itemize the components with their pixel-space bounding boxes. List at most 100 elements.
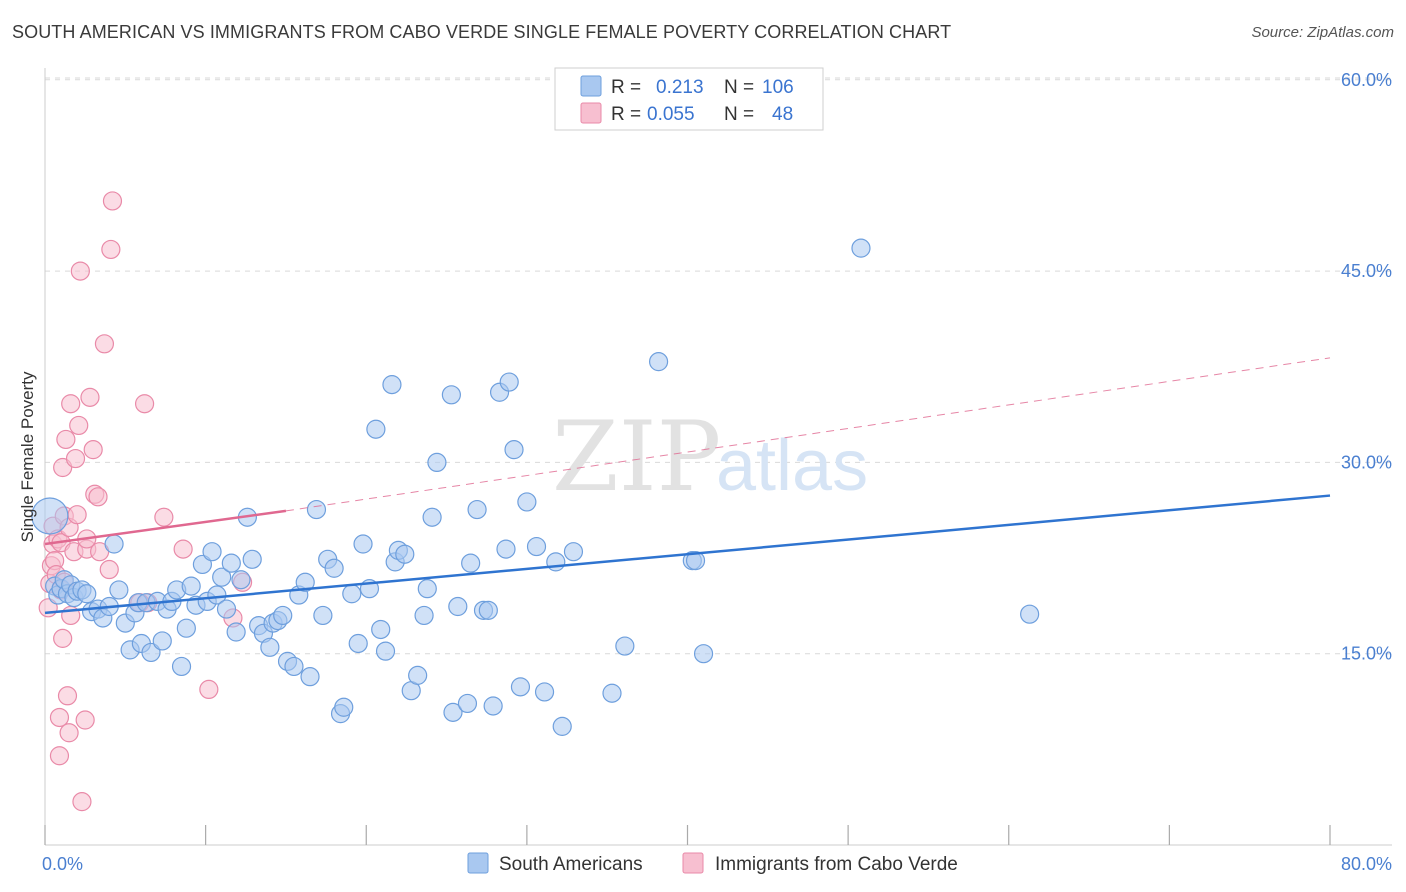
point-cabo-verde-15 xyxy=(56,429,76,450)
point-cabo-verde-23 xyxy=(67,505,87,525)
legend-r-value-1: 0.213 xyxy=(656,77,704,98)
y-tick-label-3: 60.0% xyxy=(1341,70,1392,90)
point-south-americans-55 xyxy=(306,499,327,520)
point-south-americans-10 xyxy=(77,584,97,604)
point-cabo-verde-39 xyxy=(134,394,155,414)
point-south-americans-94 xyxy=(534,682,555,702)
x-tick-label-max: 80.0% xyxy=(1341,854,1392,874)
point-south-americans-97 xyxy=(563,542,584,562)
point-south-americans-86 xyxy=(483,696,503,716)
legend-n-label-2: N = xyxy=(724,104,754,125)
watermark-atlas: atlas xyxy=(716,426,868,506)
point-south-americans-43 xyxy=(242,549,262,569)
trend-line-south-americans xyxy=(44,494,1331,615)
point-south-americans-0 xyxy=(31,497,69,535)
chart-title: SOUTH AMERICAN VS IMMIGRANTS FROM CABO V… xyxy=(12,22,952,42)
point-south-americans-60 xyxy=(334,697,354,717)
point-south-americans-100 xyxy=(648,352,669,372)
point-south-americans-46 xyxy=(260,637,280,657)
point-south-americans-36 xyxy=(207,585,227,605)
point-south-americans-88 xyxy=(496,539,516,559)
source-credit: Source: ZipAtlas.com xyxy=(1251,24,1394,41)
point-south-americans-81 xyxy=(457,693,478,714)
point-south-americans-16 xyxy=(109,580,129,600)
point-south-americans-93 xyxy=(526,536,547,557)
point-south-americans-103 xyxy=(693,644,714,664)
bottom-legend: South Americans Immigrants from Cabo Ver… xyxy=(467,852,958,875)
point-south-americans-89 xyxy=(499,372,519,392)
bottom-legend-label-south-americans: South Americans xyxy=(499,854,643,875)
point-south-americans-37 xyxy=(212,567,232,587)
point-cabo-verde-33 xyxy=(88,487,108,507)
point-south-americans-73 xyxy=(408,665,428,685)
point-south-americans-71 xyxy=(395,544,415,564)
trend-lines xyxy=(44,357,1331,615)
point-south-americans-67 xyxy=(375,641,396,661)
watermark: ZIP atlas xyxy=(552,401,868,513)
y-tick-label-2: 45.0% xyxy=(1341,261,1392,281)
legend-swatch-south-americans xyxy=(580,75,602,97)
point-south-americans-58 xyxy=(324,558,344,578)
legend-r-value-2: 0.055 xyxy=(647,104,695,125)
point-south-americans-96 xyxy=(552,716,572,736)
legend-swatch-cabo-verde xyxy=(580,102,602,124)
point-south-americans-74 xyxy=(414,605,434,626)
point-south-americans-65 xyxy=(366,419,386,439)
point-cabo-verde-26 xyxy=(72,792,92,812)
point-south-americans-38 xyxy=(216,599,237,619)
point-cabo-verde-17 xyxy=(59,723,79,743)
point-south-americans-39 xyxy=(221,553,241,573)
point-south-americans-104 xyxy=(851,238,871,258)
legend-n-value-2: 48 xyxy=(772,104,793,125)
point-cabo-verde-19 xyxy=(61,394,81,414)
point-south-americans-99 xyxy=(615,636,635,656)
point-south-americans-80 xyxy=(448,596,468,617)
point-cabo-verde-9 xyxy=(49,746,70,766)
point-south-americans-61 xyxy=(342,584,362,604)
y-tick-label-0: 15.0% xyxy=(1341,644,1392,664)
point-south-americans-53 xyxy=(295,572,315,592)
point-cabo-verde-43 xyxy=(199,679,219,700)
point-south-americans-95 xyxy=(546,552,566,572)
axes xyxy=(44,68,1392,846)
point-south-americans-68 xyxy=(382,375,402,395)
point-south-americans-83 xyxy=(467,499,487,520)
point-south-americans-49 xyxy=(273,605,293,626)
point-south-americans-40 xyxy=(226,622,246,642)
point-south-americans-54 xyxy=(300,667,320,687)
legend-n-value-1: 106 xyxy=(762,77,794,98)
point-south-americans-15 xyxy=(104,534,124,554)
legend-r-label-1: R = xyxy=(611,77,641,98)
point-cabo-verde-36 xyxy=(99,559,119,580)
point-south-americans-23 xyxy=(141,642,161,663)
point-south-americans-90 xyxy=(504,440,524,460)
data-points xyxy=(31,191,1040,812)
point-south-americans-66 xyxy=(371,619,391,640)
point-cabo-verde-38 xyxy=(102,191,123,211)
point-south-americans-51 xyxy=(284,656,304,677)
point-south-americans-85 xyxy=(478,600,498,620)
y-axis-label: Single Female Poverty xyxy=(18,371,37,543)
legend-n-label-1: N = xyxy=(724,77,754,98)
point-south-americans-77 xyxy=(427,452,447,472)
point-south-americans-35 xyxy=(202,542,222,562)
point-south-americans-62 xyxy=(348,633,368,654)
bottom-legend-swatch-south-americans xyxy=(467,852,489,874)
point-cabo-verde-16 xyxy=(57,686,78,706)
point-cabo-verde-37 xyxy=(101,239,121,260)
point-south-americans-56 xyxy=(313,605,333,626)
point-south-americans-82 xyxy=(461,553,481,573)
point-south-americans-98 xyxy=(602,683,622,703)
point-cabo-verde-35 xyxy=(94,334,115,354)
point-cabo-verde-22 xyxy=(65,448,86,469)
point-south-americans-91 xyxy=(510,677,531,697)
x-tick-labels: 0.0% 80.0% xyxy=(42,854,1392,874)
point-south-americans-102 xyxy=(685,551,706,571)
point-south-americans-33 xyxy=(192,554,213,575)
point-cabo-verde-27 xyxy=(75,710,95,730)
point-cabo-verde-25 xyxy=(70,261,90,281)
point-south-americans-63 xyxy=(353,534,373,554)
y-tick-labels: 15.0% 30.0% 45.0% 60.0% xyxy=(1341,70,1392,664)
point-south-americans-105 xyxy=(1020,604,1040,624)
